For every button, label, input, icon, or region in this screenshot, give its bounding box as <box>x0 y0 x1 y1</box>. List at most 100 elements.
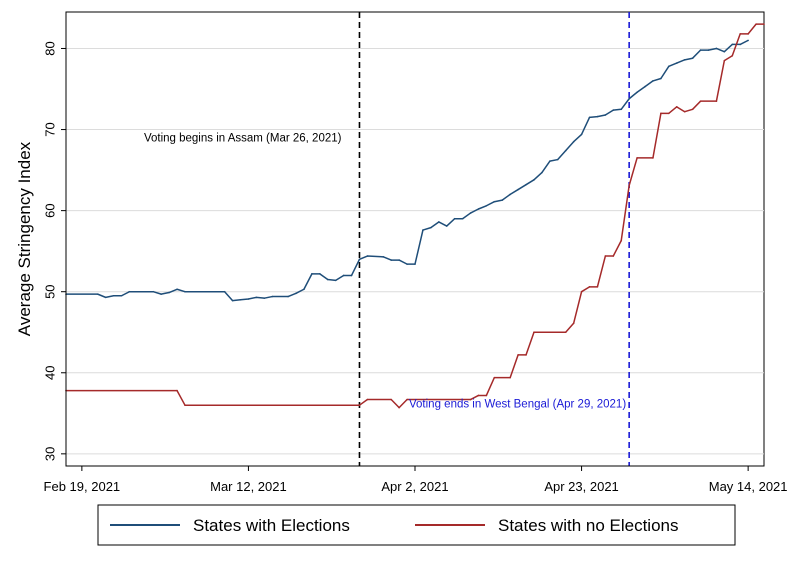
series-1-point <box>96 293 99 295</box>
series-1-point <box>430 226 432 229</box>
series-2-point <box>715 100 718 102</box>
series-1-point <box>350 274 353 277</box>
series-1-point <box>326 278 329 281</box>
series-2-point <box>755 23 757 25</box>
plot-frame <box>65 11 765 467</box>
x-ticks: Feb 19, 2021 Mar 12, 2021 Apr 2, 2021 Apr 2… <box>44 466 788 494</box>
series-1-point <box>319 273 321 275</box>
series-1-point <box>342 274 345 277</box>
series-2-point <box>628 184 630 187</box>
series-line-2 <box>66 23 764 409</box>
series-1-point <box>699 49 702 51</box>
series-1-point <box>477 208 480 210</box>
series-1-point <box>525 183 527 186</box>
series-2-point <box>691 108 694 111</box>
series-2-point <box>398 406 400 409</box>
series-2-point <box>604 255 607 257</box>
series-1-point <box>596 115 599 118</box>
series-2-point <box>747 33 749 35</box>
series-1-point <box>660 77 662 80</box>
series-1-point <box>556 158 559 161</box>
series-1-point <box>287 295 289 298</box>
y-ticks: 30 40 50 60 70 80 <box>43 41 66 461</box>
legend-label-1: States with Elections <box>193 516 350 535</box>
series-2-point <box>668 112 670 115</box>
series-1-point <box>501 199 504 201</box>
series-2-point <box>358 404 361 406</box>
series-1-point <box>255 296 258 299</box>
series-1-point <box>509 193 511 196</box>
series-2-point <box>469 398 472 401</box>
x-tick-label: Mar 12, 2021 <box>210 479 287 494</box>
series-1-point <box>636 91 638 94</box>
series-1-point <box>295 292 297 295</box>
y-tick-label: 80 <box>43 41 58 55</box>
x-tick-label: May 14, 2021 <box>709 479 788 494</box>
series-1-point <box>160 293 162 295</box>
series-2-point <box>620 239 623 242</box>
series-1-point <box>628 97 630 100</box>
series-1-point <box>461 217 464 220</box>
series-1-point <box>493 200 496 203</box>
x-tick-label: Feb 19, 2021 <box>44 479 121 494</box>
series-1-point <box>382 256 385 258</box>
y-axis-title: Average Stringency Index <box>15 141 34 336</box>
series-1-point <box>152 290 155 293</box>
series-2-point <box>699 100 702 102</box>
series-1-point <box>104 296 107 299</box>
series-2-point <box>683 110 686 113</box>
series-2-point <box>509 376 511 379</box>
series-1-point <box>398 259 400 261</box>
series-2-point <box>723 59 726 62</box>
series-1-point <box>366 255 369 257</box>
x-tick-label: Apr 23, 2021 <box>544 479 618 494</box>
legend-label-2: States with no Elections <box>498 516 678 535</box>
series-2-point <box>406 398 408 401</box>
series-2-point <box>660 112 662 115</box>
series-2-point <box>580 290 583 293</box>
y-tick-label: 60 <box>43 203 58 217</box>
series-1-point <box>620 108 623 111</box>
series-1-point <box>572 140 575 143</box>
series-1-point <box>414 263 416 265</box>
series-1-point <box>437 221 440 223</box>
series-1-point <box>739 43 742 46</box>
series-1-point <box>604 114 607 116</box>
series-2-point <box>763 23 765 25</box>
series-2-point <box>525 354 527 356</box>
annotation-labels: Voting begins in Assam (Mar 26, 2021) Vot… <box>144 133 626 411</box>
series-2-point <box>517 354 519 356</box>
y-tick-label: 70 <box>43 122 58 136</box>
series-1-point <box>453 217 456 220</box>
legend-box <box>97 504 736 546</box>
series-1-point <box>112 294 115 297</box>
series-1-point <box>747 39 749 42</box>
series-2-point <box>636 157 638 159</box>
series-1-point <box>691 57 694 60</box>
series-2-point <box>477 394 480 397</box>
series-2-point <box>588 286 591 288</box>
series-1-point <box>358 258 361 261</box>
series-2-point <box>731 54 734 57</box>
series-lines <box>65 23 765 409</box>
series-1-point <box>485 204 488 207</box>
series-1-point <box>390 259 393 261</box>
x-tick-label: Apr 2, 2021 <box>381 479 448 494</box>
gridlines <box>66 47 764 455</box>
series-1-point <box>311 273 313 275</box>
series-1-point <box>612 109 615 111</box>
y-tick-label: 50 <box>43 284 58 298</box>
y-tick-label: 40 <box>43 366 58 380</box>
series-2-point <box>652 157 654 159</box>
series-2-point <box>176 389 178 392</box>
series-1-point <box>731 43 734 46</box>
series-1-point <box>668 65 670 68</box>
series-1-point <box>422 229 424 231</box>
series-1-point <box>580 133 583 136</box>
series-1-point <box>675 62 678 64</box>
series-1-point <box>184 290 186 293</box>
series-1-point <box>271 295 274 298</box>
series-2-point <box>390 398 393 401</box>
series-1-point <box>469 212 472 214</box>
